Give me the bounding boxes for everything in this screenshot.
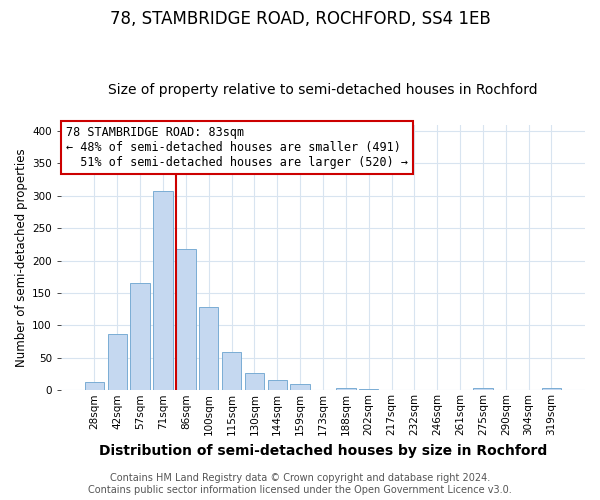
Bar (107, 334, 127, 390)
Bar (336, 388, 356, 390)
Bar (290, 384, 310, 390)
Text: 78, STAMBRIDGE ROAD, ROCHFORD, SS4 1EB: 78, STAMBRIDGE ROAD, ROCHFORD, SS4 1EB (110, 10, 490, 28)
Bar (245, 374, 264, 390)
Bar (359, 389, 379, 390)
Bar (130, 284, 150, 391)
Bar (473, 388, 493, 390)
Bar (268, 380, 287, 390)
Bar (85, 382, 104, 390)
Bar (154, 190, 173, 390)
Y-axis label: Number of semi-detached properties: Number of semi-detached properties (15, 148, 28, 366)
Bar (199, 306, 218, 390)
Bar (222, 352, 241, 391)
Text: 78 STAMBRIDGE ROAD: 83sqm
← 48% of semi-detached houses are smaller (491)
  51% : 78 STAMBRIDGE ROAD: 83sqm ← 48% of semi-… (66, 126, 408, 169)
Text: Contains HM Land Registry data © Crown copyright and database right 2024.
Contai: Contains HM Land Registry data © Crown c… (88, 474, 512, 495)
Title: Size of property relative to semi-detached houses in Rochford: Size of property relative to semi-detach… (108, 83, 538, 97)
Bar (176, 249, 196, 390)
X-axis label: Distribution of semi-detached houses by size in Rochford: Distribution of semi-detached houses by … (99, 444, 547, 458)
Bar (542, 388, 561, 390)
